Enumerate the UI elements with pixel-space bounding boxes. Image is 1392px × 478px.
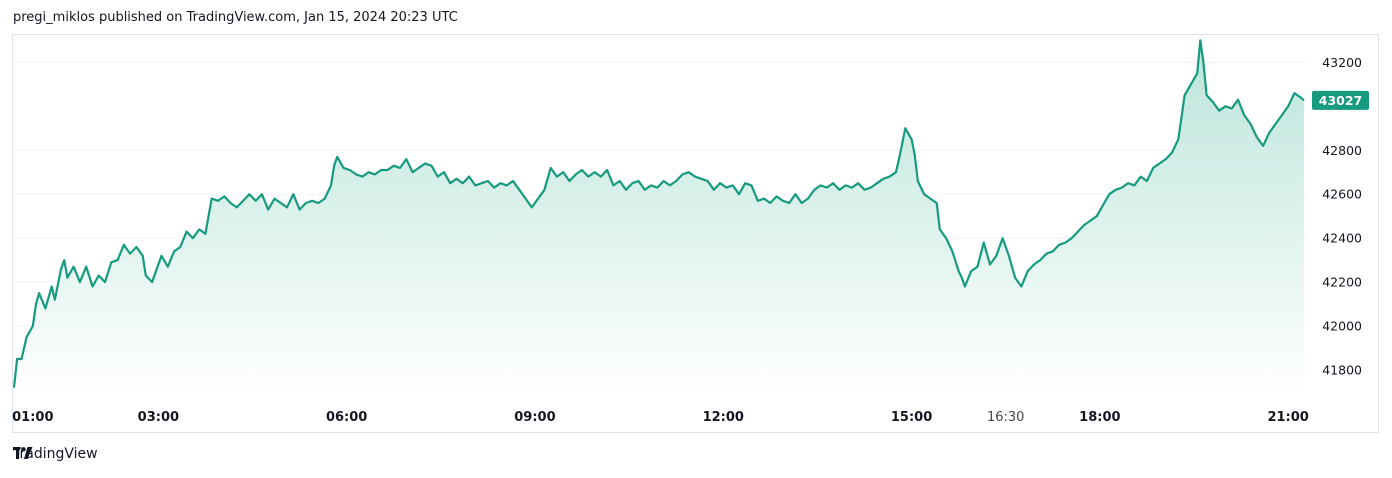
x-tick-label: 03:00 — [138, 410, 179, 425]
price-line — [12, 39, 1305, 388]
x-tick-label: 16:30 — [987, 410, 1024, 425]
x-tick-label: 06:00 — [326, 410, 367, 425]
publisher-caption: pregi_miklos published on TradingView.co… — [13, 10, 458, 25]
x-tick-label: 12:00 — [703, 410, 744, 425]
x-tick-label: 09:00 — [514, 410, 555, 425]
price-area-fill — [14, 40, 1304, 393]
last-price-badge — [1312, 90, 1369, 110]
y-tick-label: 42400 — [1322, 231, 1362, 246]
x-tick-label: 21:00 — [1267, 410, 1308, 425]
tradingview-logo-icon — [13, 447, 33, 459]
y-tick-label: 41800 — [1322, 363, 1362, 378]
y-tick-label: 43200 — [1322, 55, 1362, 70]
last-price-label: 43027 — [1319, 93, 1363, 108]
y-tick-label: 42000 — [1322, 319, 1362, 334]
tradingview-brand-label: TradingView — [13, 446, 98, 462]
y-tick-label: 42600 — [1322, 187, 1362, 202]
price-chart[interactable]: 41800 42000 42200 42400 42600 42800 43200 01:0… — [0, 0, 1392, 440]
y-tick-label: 42200 — [1322, 275, 1362, 290]
x-tick-label: 15:00 — [891, 410, 932, 425]
y-tick-label: 42800 — [1322, 143, 1362, 158]
x-tick-label: 18:00 — [1079, 410, 1120, 425]
x-tick-label: 01:00 — [12, 410, 53, 425]
tradingview-brand[interactable]: TradingView — [13, 446, 98, 462]
chart-frame — [12, 34, 1379, 433]
